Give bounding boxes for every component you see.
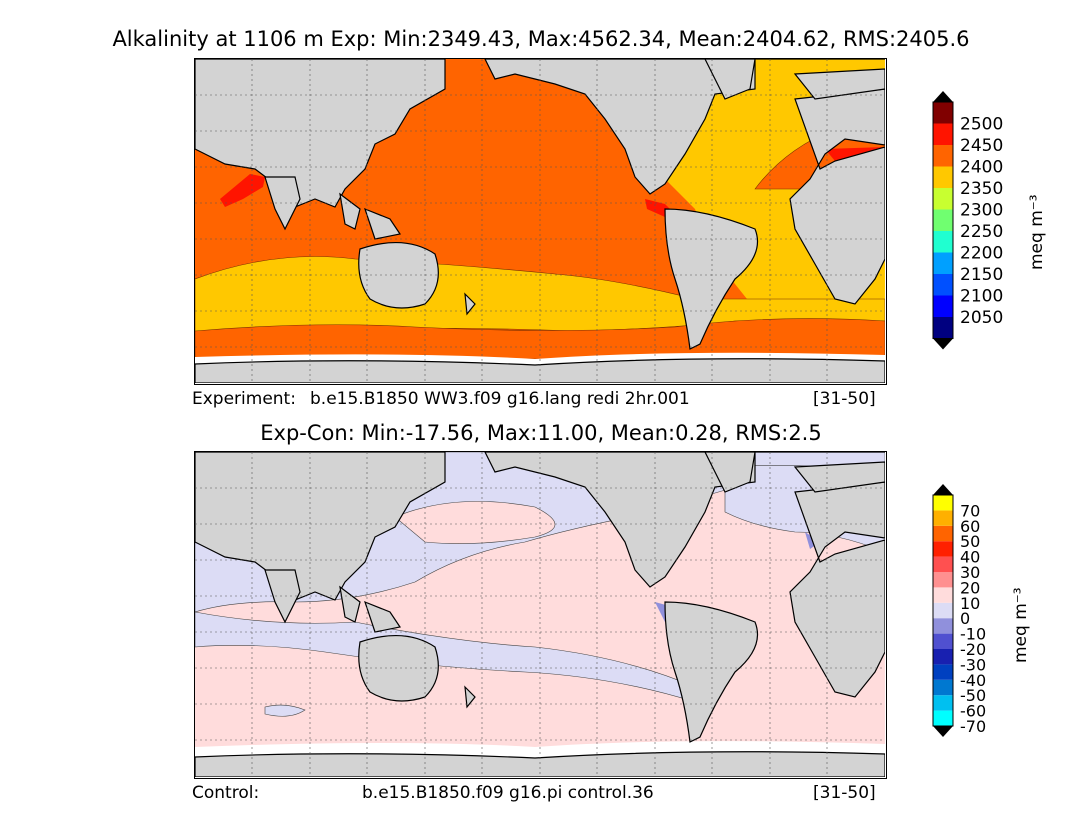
top-colorbar-swatch xyxy=(933,252,953,274)
top-colorbar-swatch xyxy=(933,231,953,253)
bottom-colorbar-tick-label: 0 xyxy=(960,609,970,628)
top-colorbar-tick-label: 2100 xyxy=(960,287,1003,307)
bottom-colorbar-swatch xyxy=(933,710,953,726)
graticule xyxy=(195,59,885,383)
top-colorbar-tick-label: 2350 xyxy=(960,179,1003,199)
top-colorbar-swatch xyxy=(933,317,953,339)
top-colorbar-tick-label: 2250 xyxy=(960,222,1003,242)
bottom-colorbar-tick-label: -50 xyxy=(960,686,986,705)
bottom-colorbar-swatch xyxy=(933,556,953,572)
top-colorbar-swatch xyxy=(933,123,953,145)
top-colorbar-tick-label: 2200 xyxy=(960,244,1003,264)
bottom-map xyxy=(195,452,885,777)
bottom-footer-left: Control: xyxy=(192,783,260,803)
top-colorbar-arrow-bottom xyxy=(933,338,953,350)
top-map-title: Alkalinity at 1106 m Exp: Min:2349.43, M… xyxy=(112,27,970,51)
top-colorbar-tick-label: 2050 xyxy=(960,308,1003,328)
top-colorbar: 2500 2450 2400 2350 2300 2250 2200 2150 2100 2050… xyxy=(931,90,1047,359)
red-sea xyxy=(220,174,265,207)
bottom-colorbar-tick-label: -30 xyxy=(960,655,986,674)
top-colorbar-swatch xyxy=(933,166,953,188)
top-colorbar-tick-label: 2500 xyxy=(960,115,1003,135)
bottom-colorbar-arrow-bottom xyxy=(933,726,953,737)
top-colorbar-tick-label: 2150 xyxy=(960,265,1003,285)
top-footer-center: b.e15.B1850 WW3.f09 g16.lang redi 2hr.00… xyxy=(310,389,690,409)
bottom-colorbar-swatch xyxy=(933,587,953,603)
bottom-colorbar-tick-label: -70 xyxy=(960,717,986,736)
bottom-colorbar-unit: meq m⁻³ xyxy=(1011,587,1031,663)
top-map xyxy=(195,59,885,383)
bottom-map-panel xyxy=(194,451,887,779)
bottom-colorbar-tick-label: -20 xyxy=(960,640,986,659)
ocean-deep-south xyxy=(195,318,885,360)
bottom-footer-right: [31-50] xyxy=(813,783,876,803)
bottom-colorbar-arrow-top xyxy=(933,484,953,495)
top-colorbar-swatch xyxy=(933,274,953,296)
bottom-colorbar-swatch xyxy=(933,510,953,526)
top-colorbar-swatch xyxy=(933,188,953,210)
bottom-colorbar-tick-label: 30 xyxy=(960,563,980,582)
top-colorbar-tick-label: 2450 xyxy=(960,136,1003,156)
bottom-colorbar-swatch xyxy=(933,541,953,557)
bottom-colorbar-tick-label: -60 xyxy=(960,702,986,721)
bottom-colorbar: 70 60 50 40 30 20 10 0 -10 -20 -30 -40 -50 -60 -70 meq… xyxy=(931,483,1031,757)
top-colorbar-swatch xyxy=(933,209,953,231)
top-colorbar-unit: meq m⁻³ xyxy=(1027,194,1047,270)
top-colorbar-tick-label: 2400 xyxy=(960,158,1003,178)
top-colorbar-swatch xyxy=(933,295,953,317)
bottom-colorbar-tick-label: 10 xyxy=(960,594,980,613)
bottom-colorbar-swatch xyxy=(933,649,953,665)
bottom-footer-center: b.e15.B1850.f09 g16.pi control.36 xyxy=(362,783,654,803)
bottom-colorbar-tick-label: 20 xyxy=(960,578,980,597)
top-map-panel xyxy=(194,58,887,385)
bottom-colorbar-tick-label: 40 xyxy=(960,548,980,567)
diff-negative-south xyxy=(264,704,306,717)
bottom-colorbar-swatch xyxy=(933,633,953,649)
top-footer-left: Experiment: xyxy=(192,389,296,409)
top-colorbar-tick-label: 2300 xyxy=(960,201,1003,221)
bottom-colorbar-swatch xyxy=(933,572,953,588)
diff-positive-npac xyxy=(394,501,556,544)
bottom-colorbar-swatch xyxy=(933,525,953,542)
bottom-colorbar-tick-label: -40 xyxy=(960,671,986,690)
bottom-colorbar-tick-label: 70 xyxy=(960,501,980,520)
bottom-colorbar-swatch xyxy=(933,679,953,696)
bottom-map-title: Exp-Con: Min:-17.56, Max:11.00, Mean:0.2… xyxy=(260,421,822,445)
bottom-colorbar-tick-label: 50 xyxy=(960,532,980,551)
bottom-colorbar-tick-label: -10 xyxy=(960,625,986,644)
bottom-colorbar-swatch xyxy=(933,695,953,711)
bottom-colorbar-swatch xyxy=(933,618,953,634)
bottom-colorbar-swatch xyxy=(933,495,953,511)
land xyxy=(195,452,885,777)
bottom-colorbar-swatch xyxy=(933,602,953,619)
top-colorbar-swatch xyxy=(933,145,953,167)
top-colorbar-swatch xyxy=(933,102,953,124)
top-footer-right: [31-50] xyxy=(813,389,876,409)
top-colorbar-arrow-top xyxy=(933,91,953,102)
graticule xyxy=(195,452,885,777)
bottom-colorbar-tick-label: 60 xyxy=(960,517,980,536)
bottom-colorbar-swatch xyxy=(933,664,953,680)
